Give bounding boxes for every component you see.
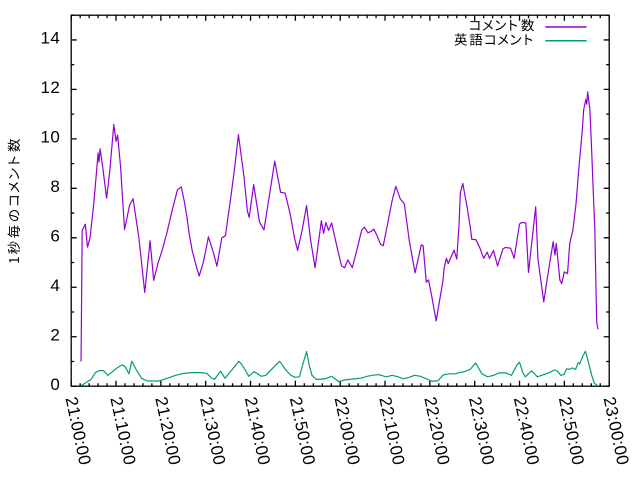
svg-text:6: 6: [50, 227, 60, 246]
svg-text:2: 2: [50, 326, 60, 345]
svg-text:10: 10: [40, 128, 60, 147]
svg-text:8: 8: [50, 177, 60, 196]
svg-text:0: 0: [50, 375, 60, 394]
svg-text:12: 12: [40, 78, 60, 97]
svg-text:14: 14: [40, 29, 60, 48]
svg-text:4: 4: [50, 276, 60, 295]
